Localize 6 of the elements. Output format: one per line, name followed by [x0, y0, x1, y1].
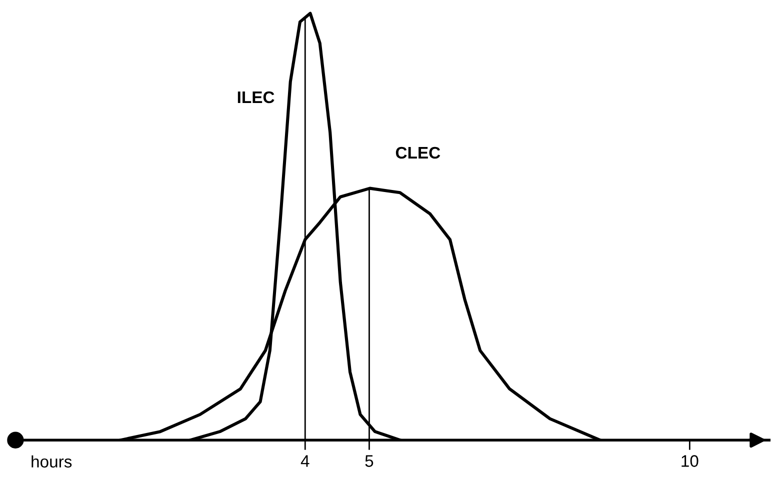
x-tick-label: 10: [682, 455, 698, 467]
x-tick-label: 4: [300, 455, 310, 467]
x-tick-label: 5: [365, 455, 374, 467]
x-axis-title: hours: [32, 455, 72, 468]
series-label: ILEC: [238, 91, 274, 104]
series-label: CLEC: [396, 146, 440, 159]
